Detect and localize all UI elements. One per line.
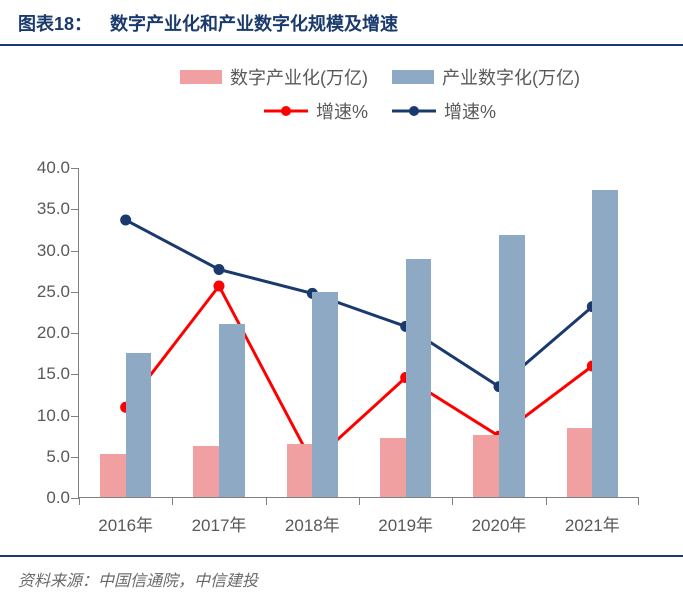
line-series2-marker [214, 264, 225, 275]
legend-label: 增速% [316, 98, 368, 124]
line-overlay [79, 168, 639, 498]
bar-series2 [499, 235, 525, 497]
plot-area: 2016年2017年2018年2019年2020年2021年 [78, 168, 638, 498]
legend-swatch [392, 70, 434, 84]
x-tick-label: 2021年 [565, 511, 620, 536]
y-axis: 0.05.010.015.020.025.030.035.040.0 [0, 168, 78, 498]
y-tick-label: 25.0 [37, 282, 70, 302]
x-tick-label: 2020年 [472, 511, 527, 536]
legend-label: 增速% [444, 98, 496, 124]
bar-series1 [473, 435, 499, 497]
y-tick-label: 30.0 [37, 241, 70, 261]
legend-swatch [264, 104, 308, 118]
legend-swatch [180, 70, 222, 84]
bar-series1 [567, 428, 593, 497]
x-tick-mark [172, 497, 173, 505]
y-tick-mark [71, 457, 79, 458]
legend-label: 产业数字化(万亿) [442, 64, 580, 90]
legend-swatch [392, 104, 436, 118]
y-tick-mark [71, 416, 79, 417]
y-tick-label: 10.0 [37, 406, 70, 426]
y-tick-mark [71, 168, 79, 169]
legend-item: 增速% [264, 98, 368, 124]
x-tick-label: 2017年 [192, 511, 247, 536]
y-tick-mark [71, 292, 79, 293]
y-tick-label: 15.0 [37, 364, 70, 384]
y-tick-mark [71, 498, 79, 499]
bar-series1 [287, 444, 313, 497]
bar-series1 [193, 446, 219, 497]
bar-series2 [406, 259, 432, 497]
y-tick-mark [71, 374, 79, 375]
source-area: 资料来源：中国信通院，中信建投 [0, 555, 683, 601]
bar-series2 [312, 292, 338, 497]
x-tick-mark [638, 497, 639, 505]
legend: 数字产业化(万亿) 产业数字化(万亿) 增速% 增速% [120, 60, 640, 128]
y-tick-label: 0.0 [46, 488, 70, 508]
y-tick-label: 35.0 [37, 199, 70, 219]
bar-series1 [100, 454, 126, 497]
bar-series1 [380, 438, 406, 497]
x-tick-mark [266, 497, 267, 505]
bar-series2 [592, 190, 618, 497]
y-tick-mark [71, 333, 79, 334]
bar-series2 [219, 324, 245, 497]
x-tick-mark [546, 497, 547, 505]
y-tick-mark [71, 209, 79, 210]
title-text: 数字产业化和产业数字化规模及增速 [110, 10, 398, 36]
title-bar: 图表18： 数字产业化和产业数字化规模及增速 [0, 0, 683, 46]
legend-item: 增速% [392, 98, 496, 124]
bar-series2 [126, 353, 152, 497]
line-series1-marker [214, 280, 225, 291]
legend-label: 数字产业化(万亿) [230, 64, 368, 90]
x-tick-mark [359, 497, 360, 505]
x-tick-label: 2018年 [285, 511, 340, 536]
figure-container: 图表18： 数字产业化和产业数字化规模及增速 数字产业化(万亿) 产业数字化(万亿… [0, 0, 683, 601]
x-tick-label: 2019年 [378, 511, 433, 536]
y-tick-label: 40.0 [37, 158, 70, 178]
x-tick-mark [79, 497, 80, 505]
source-text: 资料来源：中国信通院，中信建投 [18, 573, 258, 590]
title-prefix: 图表18： [18, 10, 92, 36]
y-tick-label: 5.0 [46, 447, 70, 467]
y-tick-label: 20.0 [37, 323, 70, 343]
y-tick-mark [71, 251, 79, 252]
legend-item: 产业数字化(万亿) [392, 64, 580, 90]
legend-item: 数字产业化(万亿) [180, 64, 368, 90]
line-series2-marker [120, 214, 131, 225]
x-tick-mark [452, 497, 453, 505]
x-tick-label: 2016年 [98, 511, 153, 536]
